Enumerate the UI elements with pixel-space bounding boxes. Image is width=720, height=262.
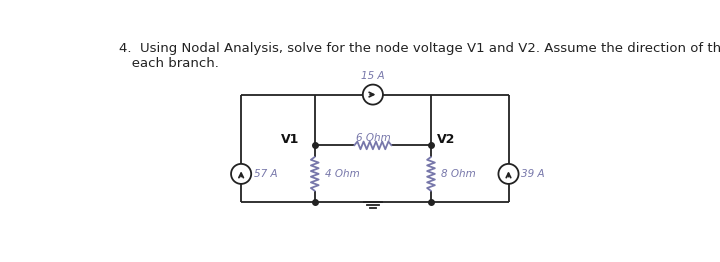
Text: 6 Ohm: 6 Ohm bbox=[356, 133, 390, 143]
Text: 4.  Using Nodal Analysis, solve for the node voltage V1 and V2. Assume the direc: 4. Using Nodal Analysis, solve for the n… bbox=[120, 42, 720, 70]
Text: V1: V1 bbox=[281, 133, 300, 146]
Text: 8 Ohm: 8 Ohm bbox=[441, 169, 476, 179]
Text: V2: V2 bbox=[437, 133, 456, 146]
Text: 57 A: 57 A bbox=[253, 169, 277, 179]
Text: 4 Ohm: 4 Ohm bbox=[325, 169, 359, 179]
Text: 15 A: 15 A bbox=[361, 72, 384, 81]
Text: 39 A: 39 A bbox=[521, 169, 544, 179]
